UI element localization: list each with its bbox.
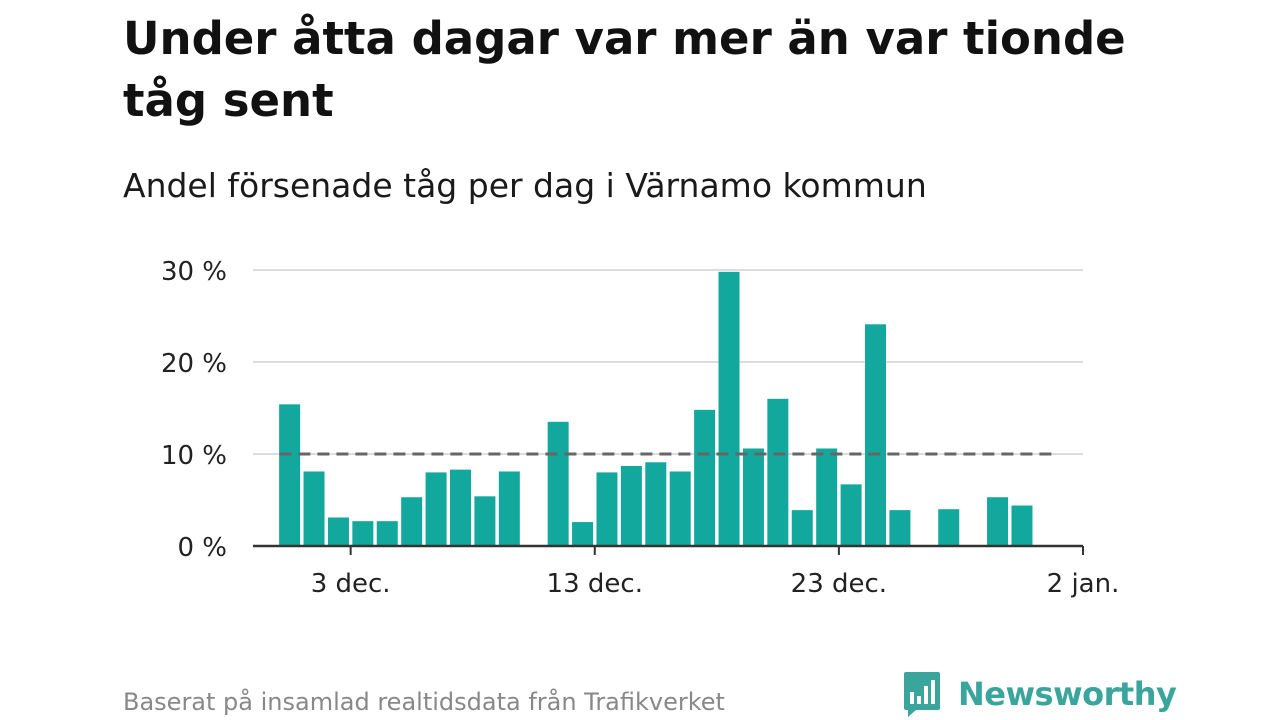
source-note: Baserat på insamlad realtidsdata från Tr… — [123, 688, 725, 716]
brand-lockup[interactable]: Newsworthy — [902, 670, 1177, 718]
bar-chart-speech-bubble-icon — [904, 672, 940, 717]
brand-name: Newsworthy — [958, 675, 1177, 713]
bar — [840, 484, 862, 546]
bar — [498, 471, 520, 546]
bar — [1011, 505, 1033, 546]
x-tick-label: 13 dec. — [547, 569, 643, 599]
bar — [669, 471, 691, 546]
bar — [303, 471, 325, 546]
bar — [596, 472, 618, 546]
bar — [694, 409, 716, 546]
bar — [938, 509, 960, 546]
bar — [987, 497, 1009, 546]
x-tick-label: 2 jan. — [1047, 569, 1120, 599]
bar — [645, 462, 667, 546]
bar — [547, 421, 569, 546]
bar — [791, 510, 813, 546]
bar — [865, 324, 886, 546]
x-tick-label: 3 dec. — [311, 569, 391, 599]
bar — [352, 521, 374, 546]
bar — [816, 448, 838, 546]
y-tick-label: 0 % — [177, 533, 227, 563]
bar — [450, 469, 471, 546]
bar — [279, 404, 301, 546]
bar — [718, 271, 740, 546]
bar — [620, 465, 642, 546]
bar — [742, 448, 764, 546]
chart-title: Under åtta dagar var mer än var tionde t… — [123, 12, 1126, 127]
bar — [425, 472, 447, 546]
bar — [327, 517, 349, 546]
chart-subtitle: Andel försenade tåg per dag i Värnamo ko… — [123, 166, 927, 205]
x-tick-label: 23 dec. — [791, 569, 887, 599]
bar — [767, 398, 789, 546]
y-tick-label: 10 % — [161, 441, 227, 471]
bar — [401, 497, 423, 546]
bar — [376, 521, 398, 546]
grid-lines — [253, 269, 1083, 455]
y-tick-label: 20 % — [161, 349, 227, 379]
bar — [572, 522, 594, 546]
axes: 0 % 10 % 20 % 30 % 3 dec. 13 dec. 23 dec. 2 jan… — [161, 257, 1119, 599]
bar — [889, 510, 911, 546]
bar-chart: 0 % 10 % 20 % 30 % 3 dec. 13 dec. 23 dec. 2 jan… — [161, 257, 1119, 599]
bars — [279, 271, 1033, 546]
y-tick-label: 30 % — [161, 257, 227, 287]
bar — [474, 496, 496, 546]
